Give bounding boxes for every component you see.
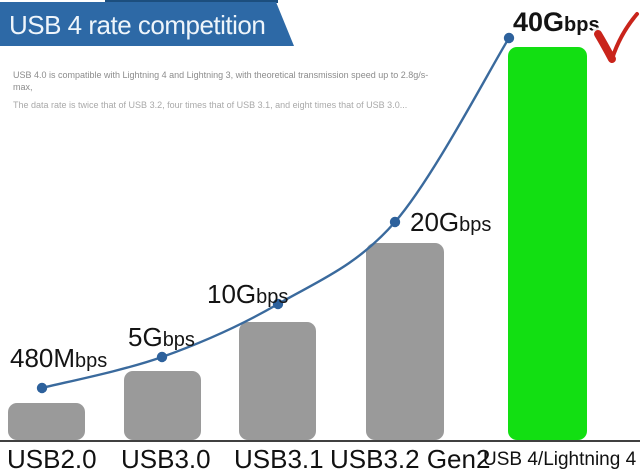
- category-label-usb3.2-gen2: USB3.2 Gen2: [330, 444, 491, 472]
- value-unit: bps: [256, 286, 289, 308]
- value-number: 5G: [128, 322, 163, 352]
- value-label-usb3.1: 10Gbps: [207, 281, 288, 307]
- bar-usb3.2-gen2: [366, 243, 444, 440]
- description-line-1: USB 4.0 is compatible with Lightning 4 a…: [13, 70, 429, 92]
- value-unit: bps: [162, 329, 195, 351]
- x-axis-line: [0, 440, 640, 442]
- title-banner: USB 4 rate competition: [0, 2, 294, 46]
- check-icon: [591, 7, 640, 66]
- data-point-usb2.0: [36, 382, 48, 394]
- category-label-usb-4-lightning-4: USB 4/Lightning 4: [483, 449, 637, 470]
- bar-usb3.0: [124, 371, 201, 440]
- value-number: 40G: [513, 7, 565, 37]
- value-label-usb3.2-gen2: 20Gbps: [410, 209, 491, 235]
- category-label-usb3.0: USB3.0: [121, 444, 211, 472]
- data-point-usb3.0: [156, 351, 168, 363]
- bar-usb2.0: [8, 403, 85, 440]
- value-label-usb2.0: 480Mbps: [10, 345, 107, 371]
- value-number: 480M: [10, 343, 76, 373]
- page-title: USB 4 rate competition: [9, 10, 266, 40]
- value-label-usb3.0: 5Gbps: [128, 324, 195, 350]
- bar-usb3.1: [239, 322, 316, 440]
- value-label-usb-4-lightning-4: 40Gbps: [513, 9, 600, 36]
- value-number: 10G: [207, 279, 257, 309]
- value-number: 20G: [410, 207, 460, 237]
- value-unit: bps: [459, 214, 492, 236]
- category-label-usb3.1: USB3.1: [234, 444, 324, 472]
- category-label-usb2.0: USB2.0: [7, 444, 97, 472]
- banner-top-strip: [105, 0, 278, 3]
- bar-usb-4-lightning-4: [508, 47, 587, 440]
- value-unit: bps: [564, 14, 600, 36]
- value-unit: bps: [75, 350, 108, 372]
- data-point-usb3.2-gen2: [389, 216, 401, 228]
- description-line-2: The data rate is twice that of USB 3.2, …: [13, 100, 408, 110]
